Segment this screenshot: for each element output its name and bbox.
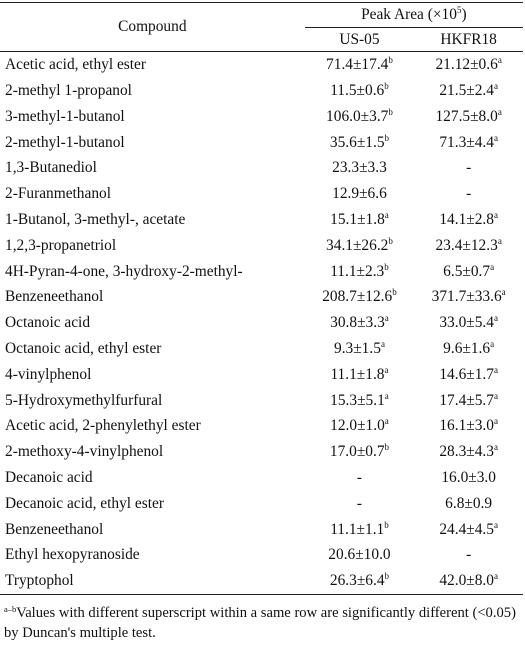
compound-name: 1,3-Butanediol xyxy=(5,159,97,177)
table-body: Acetic acid, ethyl ester 71.4±17.4b 21.12±… xyxy=(0,52,523,595)
us05-column-header: US-05 xyxy=(304,27,415,52)
hkfr18-value: 21.12±0.6a xyxy=(435,55,502,74)
compound-name: 3-methyl-1-butanol xyxy=(5,107,125,125)
us05-value: 15.3±5.1a xyxy=(330,390,389,409)
compound-name: Benzeneethanol xyxy=(5,520,104,538)
us05-value: 17.0±0.7b xyxy=(329,442,390,461)
compound-name: 2-Furanmethanol xyxy=(5,185,111,203)
table-row: Octanoic acid 30.8±3.3a 33.0±5.4a xyxy=(0,310,523,336)
compound-name: Decanoic acid xyxy=(5,468,93,486)
us05-value: 34.1±26.2b xyxy=(326,235,393,254)
compound-name: Octanoic acid xyxy=(5,314,91,332)
table-row: Octanoic acid, ethyl ester 9.3±1.5a 9.6±1.… xyxy=(0,336,523,362)
table-row: Tryptophol 26.3±6.4b 42.0±8.0a xyxy=(0,567,523,595)
hkfr18-value: 71.3±4.4a xyxy=(439,132,498,151)
hkfr18-column-header: HKFR18 xyxy=(414,27,523,52)
compound-name: Octanoic acid, ethyl ester xyxy=(5,339,162,357)
hkfr18-value: 23.4±12.3a xyxy=(435,235,502,254)
hkfr18-value: - xyxy=(466,185,472,203)
table-row: Benzeneethanol 208.7±12.6b 371.7±33.6a xyxy=(0,284,523,310)
hkfr18-value: 28.3±4.3a xyxy=(439,442,498,461)
hkfr18-value: 33.0±5.4a xyxy=(439,313,498,332)
compound-name: 4-vinylphenol xyxy=(5,365,92,383)
us05-value: 11.1±1.8a xyxy=(330,364,389,383)
us05-value: 26.3±6.4b xyxy=(304,567,415,595)
table-row: 2-Furanmethanol 12.9±6.6 - xyxy=(0,181,523,207)
table-row: 3-methyl-1-butanol 106.0±3.7b 127.5±8.0a xyxy=(0,104,523,130)
us05-value: 208.7±12.6b xyxy=(322,287,397,306)
table-row: 2-methoxy-4-vinylphenol 17.0±0.7b 28.3±4.3… xyxy=(0,439,523,465)
hkfr18-value: 6.5±0.7a xyxy=(443,261,495,280)
us05-value: 106.0±3.7b xyxy=(326,106,393,125)
us05-value: 9.3±1.5a xyxy=(334,338,385,357)
table-row: 1,2,3-propanetriol 34.1±26.2b 23.4±12.3a xyxy=(0,233,523,259)
table-row: Benzeneethanol 11.1±1.1b 24.4±4.5a xyxy=(0,516,523,542)
hkfr18-value: 6.8±0.9 xyxy=(445,494,493,512)
hkfr18-value: 42.0±8.0a xyxy=(414,567,523,595)
compound-name: Decanoic acid, ethyl ester xyxy=(5,494,164,512)
compound-name: Acetic acid, 2-phenylethyl ester xyxy=(5,417,201,435)
us05-value: 11.1±2.3b xyxy=(330,261,389,280)
compound-name: Benzeneethanol xyxy=(5,288,104,306)
compound-name: 5-Hydroxymethylfurfural xyxy=(5,391,163,409)
table-row: Ethyl hexopyranoside 20.6±10.0 - xyxy=(0,542,523,568)
compound-name: 2-methoxy-4-vinylphenol xyxy=(5,443,164,461)
compound-column-header: Compound xyxy=(0,2,305,52)
us05-value: 15.1±1.8a xyxy=(330,209,389,228)
us05-value: - xyxy=(356,494,363,512)
footnote-marker: a–b xyxy=(4,604,17,614)
peak-area-header: Peak Area (×105) xyxy=(304,2,523,28)
table-row: 2-methyl 1-propanol 11.5±0.6b 21.5±2.4a xyxy=(0,78,523,104)
compound-name: Acetic acid, ethyl ester xyxy=(5,56,147,74)
hkfr18-value: - xyxy=(466,159,472,177)
table-row: Acetic acid, 2-phenylethyl ester 12.0±1.0… xyxy=(0,413,523,439)
us05-value: - xyxy=(356,468,363,486)
compound-name: 2-methyl-1-butanol xyxy=(5,133,125,151)
table-footnote: a–bValues with different superscript wit… xyxy=(4,603,519,643)
us05-value: 20.6±10.0 xyxy=(328,546,391,564)
compound-name: Ethyl hexopyranoside xyxy=(5,546,140,564)
table-row: Acetic acid, ethyl ester 71.4±17.4b 21.12±… xyxy=(0,52,523,78)
hkfr18-value: 9.6±1.6a xyxy=(443,338,495,357)
footnote-text: Values with different superscript within… xyxy=(4,605,516,641)
table-row: Decanoic acid - 16.0±3.0 xyxy=(0,465,523,491)
hkfr18-value: 14.6±1.7a xyxy=(439,364,498,383)
hkfr18-value: - xyxy=(466,546,472,564)
hkfr18-value: 21.5±2.4a xyxy=(439,80,498,99)
hkfr18-value: 16.0±3.0 xyxy=(441,468,496,486)
hkfr18-value: 24.4±4.5a xyxy=(439,519,498,538)
us05-value: 11.1±1.1b xyxy=(330,519,389,538)
table-row: 2-methyl-1-butanol 35.6±1.5b 71.3±4.4a xyxy=(0,129,523,155)
table-row: 4H-Pyran-4-one, 3-hydroxy-2-methyl- 11.1±… xyxy=(0,258,523,284)
us05-value: 71.4±17.4b xyxy=(326,55,393,74)
table-row: 1,3-Butanediol 23.3±3.3 - xyxy=(0,155,523,181)
compound-name: 1,2,3-propanetriol xyxy=(5,236,117,254)
table-row: 1-Butanol, 3-methyl-, acetate 15.1±1.8a 14… xyxy=(0,207,523,233)
table-row: 4-vinylphenol 11.1±1.8a 14.6±1.7a xyxy=(0,362,523,388)
us05-value: 11.5±0.6b xyxy=(330,80,389,99)
hkfr18-value: 16.1±3.0a xyxy=(439,416,498,435)
hkfr18-value: 14.1±2.8a xyxy=(439,209,498,228)
hkfr18-value: 17.4±5.7a xyxy=(439,390,498,409)
us05-value: 35.6±1.5b xyxy=(329,132,390,151)
compound-name: 4H-Pyran-4-one, 3-hydroxy-2-methyl- xyxy=(5,262,243,280)
peak-area-table: Compound Peak Area (×105) US-05 HKFR18 A… xyxy=(0,2,523,595)
us05-value: 30.8±3.3a xyxy=(330,313,389,332)
table-row: Decanoic acid, ethyl ester - 6.8±0.9 xyxy=(0,491,523,517)
hkfr18-value: 371.7±33.6a xyxy=(431,287,506,306)
table-row: 5-Hydroxymethylfurfural 15.3±5.1a 17.4±5.7… xyxy=(0,387,523,413)
us05-value: 23.3±3.3 xyxy=(332,159,387,177)
compound-name: 1-Butanol, 3-methyl-, acetate xyxy=(5,210,186,228)
compound-name: 2-methyl 1-propanol xyxy=(5,81,132,99)
us05-value: 12.9±6.6 xyxy=(332,185,387,203)
compound-name: Tryptophol xyxy=(0,567,305,595)
hkfr18-value: 127.5±8.0a xyxy=(435,106,502,125)
us05-value: 12.0±1.0a xyxy=(330,416,389,435)
